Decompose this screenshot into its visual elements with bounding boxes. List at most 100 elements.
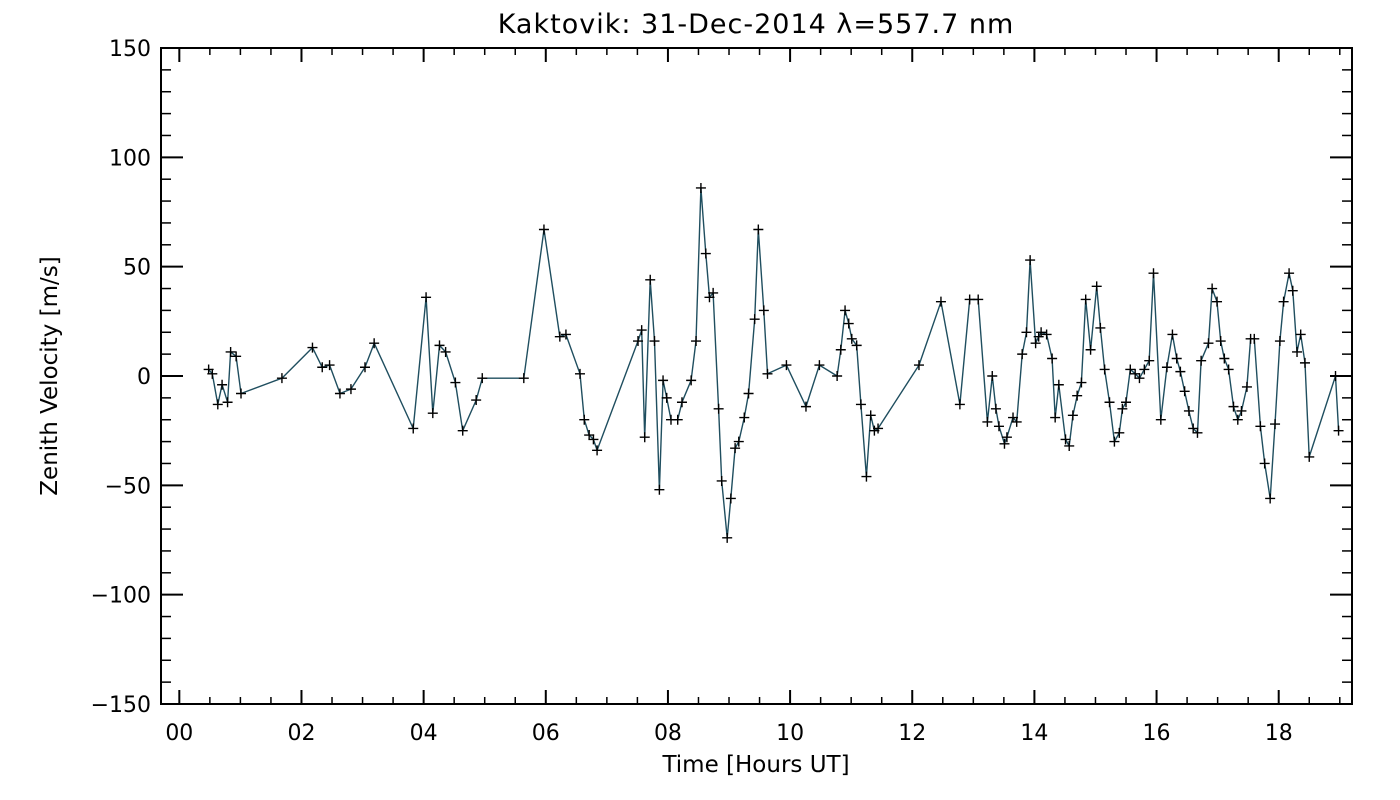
data-point-marker <box>236 388 247 399</box>
x-tick-label: 06 <box>532 721 560 746</box>
data-point-marker <box>434 340 445 351</box>
data-point-marker <box>1148 268 1159 279</box>
data-point-marker <box>1121 397 1132 408</box>
y-tick-label: 100 <box>109 146 151 171</box>
data-point-marker <box>1196 355 1207 366</box>
data-point-marker <box>846 333 857 344</box>
data-point-marker <box>1223 364 1234 375</box>
data-point-marker <box>1232 414 1243 425</box>
data-point-marker <box>1064 440 1075 451</box>
data-point-marker <box>212 399 223 410</box>
data-point-marker <box>1203 338 1214 349</box>
y-tick-label: 150 <box>109 37 151 62</box>
data-point-marker <box>633 336 644 347</box>
data-point-marker <box>843 318 854 329</box>
data-point-marker <box>1333 425 1344 436</box>
data-point-marker <box>1144 355 1155 366</box>
data-point-marker <box>661 392 672 403</box>
data-point-marker <box>222 397 233 408</box>
data-point-marker <box>1274 336 1285 347</box>
data-point-marker <box>691 336 702 347</box>
data-point-marker <box>1255 421 1266 432</box>
data-point-marker <box>1192 427 1203 438</box>
data-point-marker <box>560 329 571 340</box>
data-point-marker <box>1011 416 1022 427</box>
data-point-marker <box>840 305 851 316</box>
data-point-marker <box>873 423 884 434</box>
data-point-marker <box>579 414 590 425</box>
data-point-marker <box>1060 434 1071 445</box>
data-point-marker <box>676 397 687 408</box>
x-axis-label: Time [Hours UT] <box>661 752 849 778</box>
data-point-marker <box>639 432 650 443</box>
plot-frame <box>160 47 1353 705</box>
data-point-marker <box>1134 373 1145 384</box>
data-point-marker <box>758 305 769 316</box>
data-point-marker <box>307 342 318 353</box>
data-point-marker <box>1025 255 1036 266</box>
data-point-marker <box>1109 436 1120 447</box>
data-point-marker <box>1171 353 1182 364</box>
data-point-marker <box>1287 285 1298 296</box>
data-point-marker <box>1050 412 1061 423</box>
data-point-marker <box>1295 329 1306 340</box>
data-point-marker <box>708 287 719 298</box>
data-point-marker <box>1001 432 1012 443</box>
data-point-marker <box>1021 327 1032 338</box>
data-point-marker <box>1183 405 1194 416</box>
data-point-marker <box>1161 362 1172 373</box>
y-tick-labels: 150 100 50 0 −50 −100 −150 <box>91 37 151 718</box>
data-point-marker <box>1139 364 1150 375</box>
data-point-marker <box>781 360 792 371</box>
data-point-marker <box>990 403 1001 414</box>
data-point-marker <box>1278 296 1289 307</box>
data-point-marker <box>1104 397 1115 408</box>
data-point-marker <box>993 421 1004 432</box>
x-tick-label: 12 <box>898 721 926 746</box>
data-point-marker <box>1067 410 1078 421</box>
data-point-marker <box>1212 296 1223 307</box>
data-point-marker <box>695 182 706 193</box>
data-point-marker <box>982 416 993 427</box>
data-point-marker <box>1130 368 1141 379</box>
x-tick-label: 10 <box>776 721 804 746</box>
data-point-marker <box>1095 322 1106 333</box>
y-tick-label: −50 <box>105 474 151 499</box>
data-point-marker <box>1099 364 1110 375</box>
data-point-marker <box>1080 294 1091 305</box>
y-tick-label: −100 <box>91 584 151 609</box>
data-point-marker <box>1249 333 1260 344</box>
data-point-marker <box>800 401 811 412</box>
data-point-marker <box>1036 327 1047 338</box>
data-point-marker <box>574 368 585 379</box>
data-point-marker <box>716 475 727 486</box>
data-point-marker <box>1236 405 1247 416</box>
x-tick-label: 02 <box>287 721 315 746</box>
data-point-marker <box>733 436 744 447</box>
plot-area <box>160 47 1353 705</box>
data-point-marker <box>554 331 565 342</box>
data-point-marker <box>1041 329 1052 340</box>
data-point-marker <box>1292 346 1303 357</box>
chart-title: Kaktovik: 31-Dec-2014 λ=557.7 nm <box>498 9 1015 40</box>
data-point-marker <box>654 484 665 495</box>
data-point-marker <box>1299 357 1310 368</box>
data-point-marker <box>225 346 236 357</box>
y-tick-label: −150 <box>91 693 151 718</box>
data-point-marker <box>1047 353 1058 364</box>
data-point-marker <box>592 445 603 456</box>
data-point-marker <box>477 373 488 384</box>
data-point-marker <box>1072 390 1083 401</box>
data-point-marker <box>713 403 724 414</box>
data-point-marker <box>1219 353 1230 364</box>
data-point-marker <box>1167 329 1178 340</box>
data-point-marker <box>851 340 862 351</box>
data-point-marker <box>421 292 432 303</box>
data-point-marker <box>649 336 660 347</box>
data-point-marker <box>753 224 764 235</box>
data-point-marker <box>1304 451 1315 462</box>
data-point-marker <box>739 412 750 423</box>
data-point-marker <box>1175 366 1186 377</box>
data-point-marker <box>334 388 345 399</box>
